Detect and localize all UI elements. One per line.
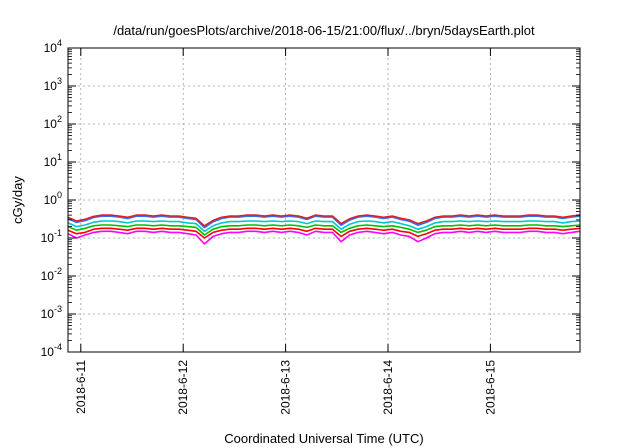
series-line-6 [67, 214, 581, 227]
y-tick-exponent: -1 [54, 228, 62, 238]
y-tick-exponent: -2 [54, 266, 62, 276]
y-tick-label: 10-2 [41, 266, 62, 283]
y-tick-label: 102 [44, 114, 62, 131]
y-tick-label: 101 [44, 152, 62, 169]
y-tick-label: 100 [44, 190, 62, 207]
y-tick-exponent: 2 [57, 114, 62, 124]
x-tick-label: 2018-6-12 [176, 360, 190, 415]
y-tick-exponent: 3 [57, 76, 62, 86]
y-tick-base: 10 [41, 307, 55, 321]
x-tick-label: 2018-6-14 [381, 360, 395, 415]
y-tick-base: 10 [41, 345, 55, 359]
x-axis-label: Coordinated Universal Time (UTC) [224, 431, 423, 446]
y-tick-exponent: -4 [54, 342, 62, 352]
y-tick-base: 10 [44, 41, 58, 55]
series-line-5 [67, 215, 581, 229]
y-tick-label: 10-1 [41, 228, 62, 245]
y-tick-base: 10 [41, 269, 55, 283]
y-tick-base: 10 [44, 117, 58, 131]
y-tick-base: 10 [41, 231, 55, 245]
series-layer [67, 214, 581, 245]
y-tick-base: 10 [44, 155, 58, 169]
x-tick-label: 2018-6-15 [483, 360, 497, 415]
y-tick-label: 103 [44, 76, 62, 93]
y-tick-exponent: -3 [54, 304, 62, 314]
series-line-2 [67, 227, 581, 239]
chart-title: /data/run/goesPlots/archive/2018-06-15/2… [113, 23, 535, 38]
y-tick-exponent: 0 [57, 190, 62, 200]
y-tick-exponent: 1 [57, 152, 62, 162]
x-tick-label: 2018-6-11 [74, 360, 88, 414]
y-tick-label: 10-3 [41, 304, 62, 321]
x-tick-label: 2018-6-13 [279, 360, 293, 415]
y-tick-label: 10-4 [41, 342, 62, 359]
tick-layer [68, 47, 580, 353]
y-axis-label: cGy/day [10, 176, 25, 224]
y-tick-base: 10 [44, 79, 58, 93]
x-tick-labels: 2018-6-11 2018-6-12 2018-6-13 2018-6-14 2018… [74, 360, 498, 415]
y-tick-label: 104 [44, 38, 62, 55]
series-line-4 [67, 220, 581, 233]
series-line-1 [67, 230, 581, 245]
series-line-3 [67, 224, 581, 236]
y-tick-base: 10 [44, 193, 58, 207]
grid-layer [68, 48, 580, 352]
y-tick-exponent: 4 [57, 38, 62, 48]
